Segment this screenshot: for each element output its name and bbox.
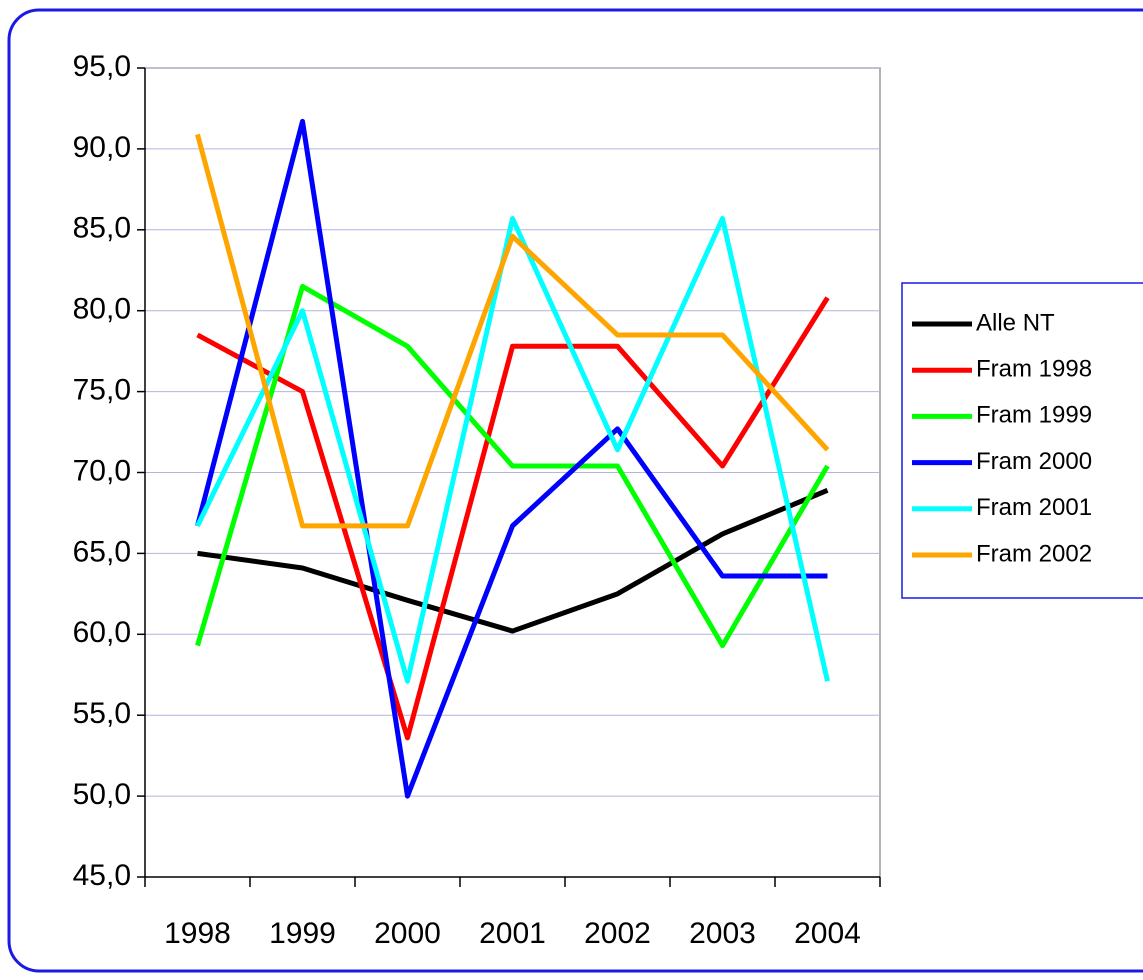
legend-label: Fram 1998: [976, 356, 1092, 383]
chart-border: [7, 8, 1143, 973]
y-tick-label: 65,0: [73, 535, 131, 568]
y-tick-label: 85,0: [73, 212, 131, 245]
series-line: [196, 296, 830, 741]
series-line: [195, 118, 828, 799]
x-tick-label: 1999: [269, 917, 336, 950]
legend-label: Fram 1999: [976, 402, 1092, 429]
x-tick-label: 2001: [479, 917, 546, 950]
series-line: [195, 215, 830, 684]
legend-box: [901, 282, 1143, 599]
legend-label: Fram 2001: [976, 494, 1092, 521]
x-tick-label: 2000: [374, 917, 441, 950]
series-line: [197, 487, 829, 634]
y-tick-label: 60,0: [73, 616, 131, 649]
legend-label: Fram 2000: [976, 448, 1092, 475]
x-tick-label: 1998: [164, 917, 231, 950]
y-tick-label: 45,0: [73, 859, 131, 892]
y-tick-label: 95,0: [73, 50, 131, 83]
y-tick-label: 90,0: [73, 131, 131, 164]
x-tick-label: 2003: [689, 917, 756, 950]
legend-label: Fram 2002: [976, 540, 1092, 567]
legend-label: Alle NT: [976, 309, 1055, 336]
series-line: [195, 133, 830, 529]
y-tick-label: 75,0: [73, 374, 131, 407]
x-tick-label: 2002: [584, 917, 651, 950]
x-tick-label: 2004: [794, 917, 861, 950]
y-tick-label: 80,0: [73, 293, 131, 326]
y-tick-label: 50,0: [73, 778, 131, 811]
series-line: [195, 283, 830, 649]
y-tick-label: 55,0: [73, 697, 131, 730]
y-tick-label: 70,0: [73, 454, 131, 487]
